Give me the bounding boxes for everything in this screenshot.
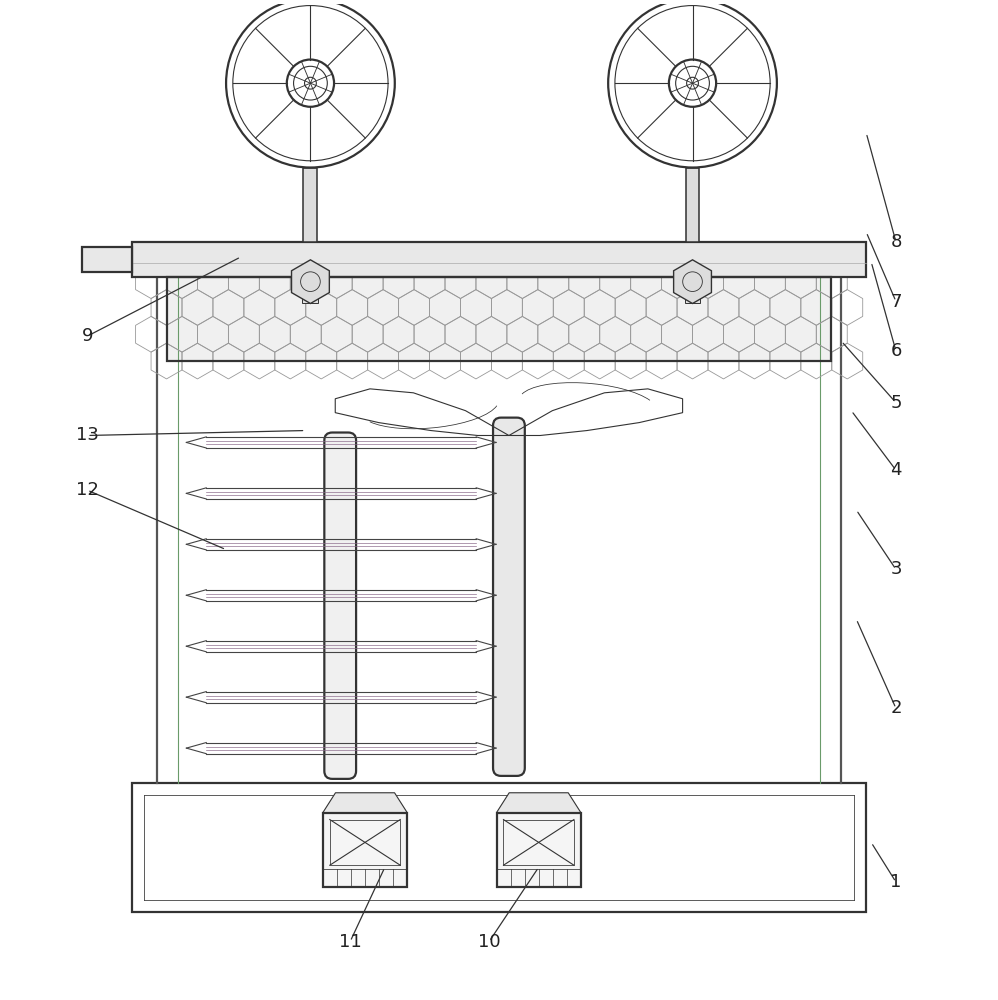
Bar	[686, 168, 700, 242]
Text: 4: 4	[890, 461, 902, 479]
Text: 2: 2	[890, 699, 902, 717]
Polygon shape	[291, 260, 329, 303]
Bar	[132, 783, 866, 912]
Bar	[303, 168, 317, 242]
Bar	[322, 813, 407, 887]
Bar	[132, 242, 866, 277]
Text: 11: 11	[338, 933, 361, 951]
Bar	[503, 820, 574, 865]
Polygon shape	[674, 260, 712, 303]
Polygon shape	[322, 793, 407, 813]
Text: 5: 5	[890, 394, 902, 412]
Bar	[167, 277, 831, 361]
Text: 8: 8	[890, 233, 901, 251]
Text: 10: 10	[478, 933, 500, 951]
Text: 12: 12	[76, 481, 99, 499]
FancyBboxPatch shape	[493, 418, 525, 776]
Bar	[82, 247, 132, 272]
Bar	[497, 813, 581, 887]
Bar	[329, 820, 400, 865]
FancyBboxPatch shape	[324, 433, 356, 779]
Bar	[302, 277, 318, 303]
Bar	[167, 277, 831, 361]
Text: 1: 1	[890, 873, 901, 891]
Text: 6: 6	[890, 342, 901, 360]
Text: 9: 9	[82, 327, 93, 345]
Text: 13: 13	[76, 426, 99, 444]
Text: 7: 7	[890, 293, 902, 311]
Polygon shape	[497, 793, 581, 813]
Text: 3: 3	[890, 560, 902, 578]
Bar	[685, 277, 701, 303]
